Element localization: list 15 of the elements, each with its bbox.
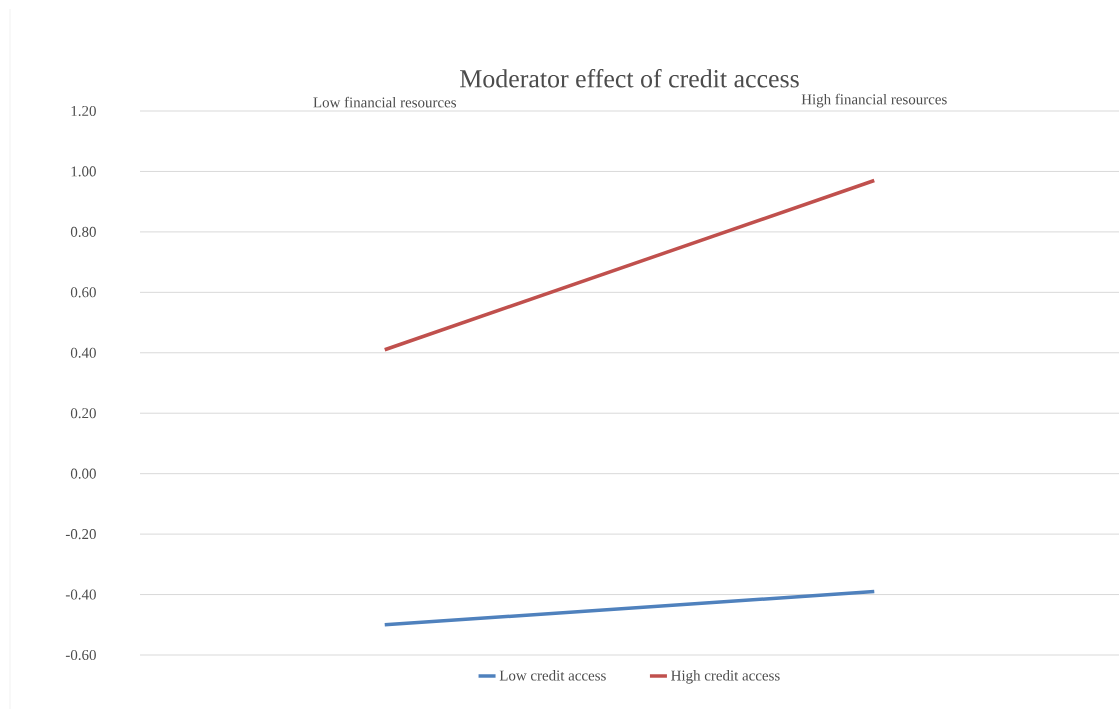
y-tick-label: 0.80	[70, 226, 96, 237]
y-tick-label: 0.40	[70, 347, 96, 358]
y-tick-label: 1.20	[71, 105, 96, 117]
x-tick-label: Low financial resources	[313, 96, 456, 108]
y-tick-label: -0.20	[65, 529, 96, 540]
y-tick-label: -0.60	[65, 649, 96, 661]
y-tick-label: 0.60	[70, 287, 96, 298]
chart-title: Moderator effect of credit access	[460, 69, 799, 88]
y-tick-label: 0.00	[70, 468, 96, 479]
y-tick-label: 1.00	[71, 166, 96, 177]
y-tick-label: -0.40	[65, 589, 96, 600]
legend-label: Low credit access	[499, 670, 606, 681]
y-tick-label: 0.20	[70, 408, 96, 419]
x-tick-label: High financial resources	[801, 93, 947, 108]
legend-label: High credit access	[671, 670, 780, 684]
